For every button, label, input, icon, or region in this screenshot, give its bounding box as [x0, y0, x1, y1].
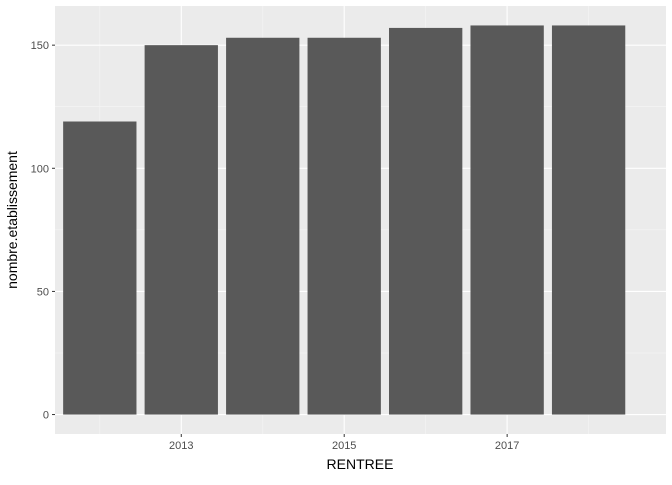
bar-2017	[470, 25, 544, 415]
bar-2018	[551, 25, 626, 415]
bar-2012	[63, 121, 137, 415]
x-tick-label: 2013	[169, 440, 193, 452]
y-axis-ticks: 0 50 100 150	[31, 40, 55, 422]
x-axis-ticks: 2013 2015 2017	[169, 434, 519, 452]
bar-2014	[226, 37, 300, 415]
y-tick-label: 100	[31, 163, 49, 175]
y-tick-label: 0	[43, 410, 49, 422]
y-tick-label: 150	[31, 40, 49, 52]
bar-2015	[307, 37, 381, 415]
y-axis-title: nombre.etablissement	[4, 151, 20, 289]
x-tick-label: 2015	[332, 440, 356, 452]
x-tick-label: 2017	[495, 440, 519, 452]
bar-2016	[389, 27, 463, 415]
x-axis-title: RENTREE	[327, 456, 394, 472]
y-tick-label: 50	[37, 286, 49, 298]
bar-2013	[144, 45, 218, 415]
bars	[63, 25, 626, 415]
